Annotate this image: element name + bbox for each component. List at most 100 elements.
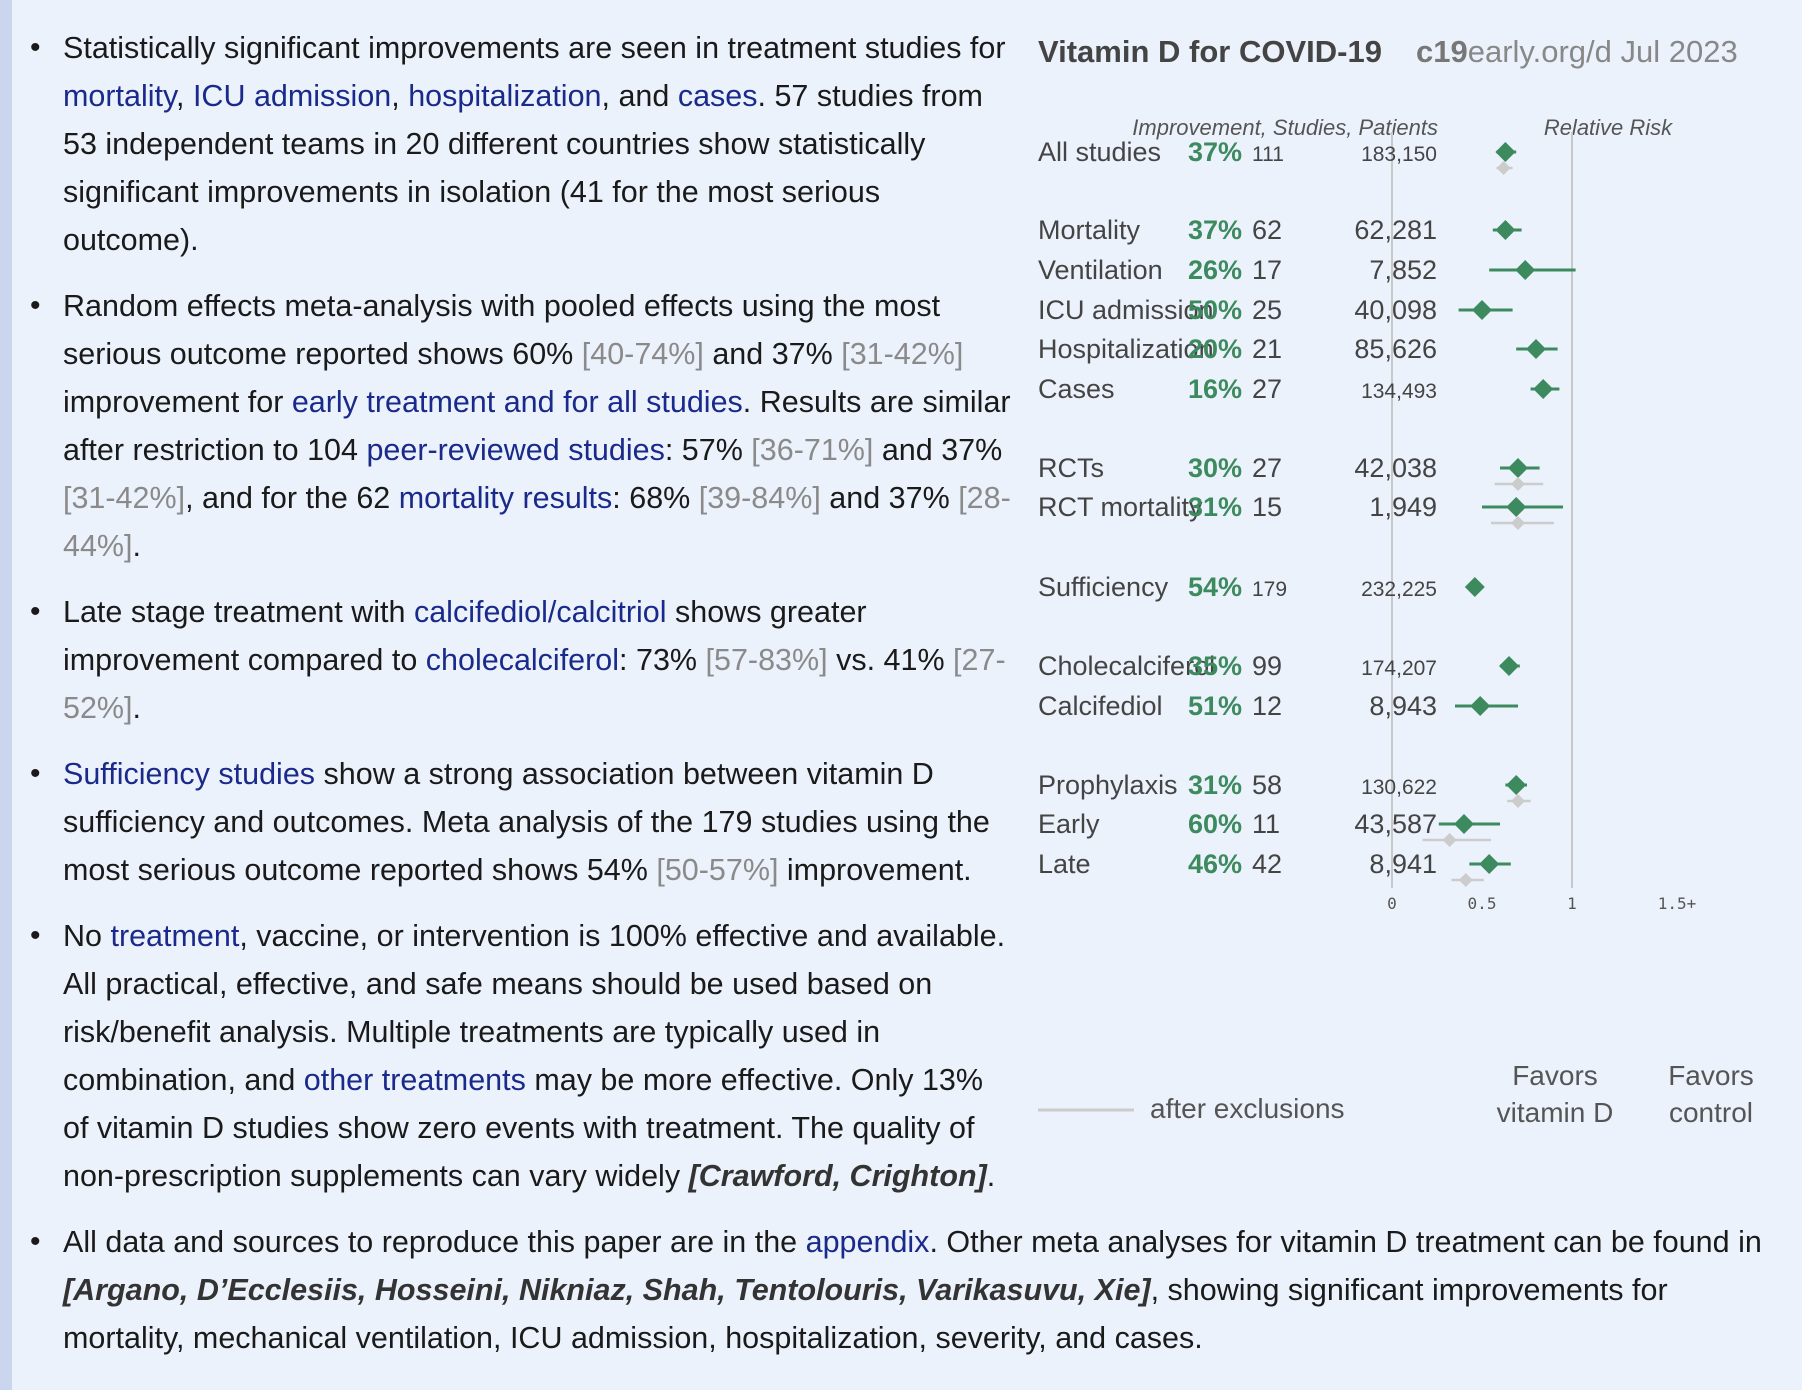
- text-link[interactable]: treatment: [110, 919, 240, 953]
- confidence-interval: [28-44%]: [63, 481, 1011, 563]
- row-label: Mortality: [1038, 215, 1141, 245]
- confidence-interval: [36-71%]: [751, 433, 874, 467]
- rr-diamond-after-exclusions: [1496, 161, 1511, 175]
- row-patients: 85,626: [1354, 334, 1437, 364]
- text-link[interactable]: Sufficiency studies: [63, 757, 316, 791]
- favors-control-line1: Favors: [1668, 1060, 1754, 1091]
- text-segment: vs. 41%: [827, 643, 954, 677]
- rr-diamond: [1464, 577, 1485, 597]
- row-patients: 62,281: [1354, 215, 1437, 245]
- text-link[interactable]: calcifediol/calcitriol: [413, 595, 667, 629]
- bullet-no-treatment-100-percent: No treatment, vaccine, or intervention i…: [30, 912, 1013, 1200]
- bullet-significant-improvements: Statistically significant improvements a…: [30, 24, 1013, 264]
- x-tick-label: 0: [1387, 894, 1397, 913]
- text-segment: : 68%: [612, 481, 699, 515]
- rr-diamond: [1508, 458, 1528, 478]
- row-studies: 62: [1252, 215, 1282, 245]
- text-segment: , vaccine, or intervention is 100% effec…: [63, 919, 1006, 1097]
- row-improvement: 31%: [1188, 770, 1242, 800]
- row-patients: 7,852: [1369, 255, 1437, 285]
- text-link[interactable]: early treatment and for all studies: [291, 385, 743, 419]
- rr-diamond-after-exclusions: [1511, 516, 1525, 530]
- confidence-interval: [31-42%]: [63, 481, 186, 515]
- forest-plot: Vitamin D for COVID-19 c19early.org/d Ju…: [1038, 34, 1754, 1128]
- rr-diamond-after-exclusions: [1442, 833, 1457, 847]
- rr-diamond: [1454, 814, 1474, 834]
- confidence-interval: [39-84%]: [698, 481, 821, 515]
- text-segment: and 37%: [820, 481, 959, 515]
- text-segment: : 57%: [664, 433, 752, 467]
- row-studies: 21: [1252, 334, 1282, 364]
- row-improvement: 51%: [1188, 691, 1242, 721]
- legend-after-exclusions: after exclusions: [1150, 1093, 1345, 1124]
- forest-row: RCTs 30% 27 42,038: [1038, 453, 1544, 491]
- forest-title: Vitamin D for COVID-19: [1038, 34, 1382, 69]
- favors-vitamin-d-line1: Favors: [1512, 1060, 1598, 1091]
- citation: [Argano, D’Ecclesiis, Hosseini, Nikniaz,…: [63, 1273, 1151, 1307]
- text-segment: . 57 studies from 53 independent teams i…: [63, 79, 983, 257]
- text-segment: Statistically significant improvements a…: [63, 31, 1006, 65]
- row-studies: 42: [1252, 849, 1282, 879]
- row-improvement: 37%: [1188, 215, 1242, 245]
- forest-axes: 0 0.5 1 1.5+: [1387, 132, 1696, 913]
- bullet-sufficiency-studies: Sufficiency studies show a strong associ…: [30, 750, 1013, 894]
- row-improvement: 50%: [1188, 295, 1242, 325]
- row-studies: 27: [1252, 453, 1282, 483]
- text-segment: , and: [601, 79, 678, 113]
- row-patients: 1,949: [1369, 492, 1437, 522]
- left-accent-bar: [0, 0, 12, 1390]
- row-studies: 58: [1252, 770, 1282, 800]
- confidence-interval: [57-83%]: [705, 643, 828, 677]
- row-improvement: 35%: [1188, 651, 1242, 681]
- text-segment: ,: [175, 79, 193, 113]
- text-segment: .: [986, 1159, 996, 1193]
- row-patients: 183,150: [1361, 143, 1437, 166]
- text-link[interactable]: cases: [677, 79, 758, 113]
- rr-diamond: [1472, 300, 1492, 320]
- row-label: ICU admission: [1038, 295, 1214, 325]
- text-link[interactable]: mortality results: [398, 481, 613, 515]
- rr-diamond: [1470, 696, 1491, 716]
- text-segment: .: [132, 691, 142, 725]
- text-link[interactable]: cholecalciferol: [425, 643, 620, 677]
- x-tick-label: 0.5: [1468, 894, 1497, 913]
- forest-row: Early 60% 11 43,587: [1038, 809, 1500, 847]
- text-link[interactable]: mortality: [63, 79, 176, 113]
- text-segment: and 37%: [703, 337, 842, 371]
- text-segment: show a strong association between vitami…: [63, 757, 990, 887]
- text-segment: improvement for: [63, 385, 292, 419]
- text-segment: Random effects meta-analysis with pooled…: [63, 289, 941, 371]
- row-studies: 25: [1252, 295, 1282, 325]
- row-patients: 8,941: [1369, 849, 1437, 879]
- confidence-interval: [27-52%]: [63, 643, 1006, 725]
- text-link[interactable]: hospitalization: [408, 79, 602, 113]
- x-tick-label: 1.5+: [1658, 894, 1697, 913]
- text-link[interactable]: peer-reviewed studies: [366, 433, 665, 467]
- row-improvement: 20%: [1188, 334, 1242, 364]
- text-segment: ,: [391, 79, 409, 113]
- text-link[interactable]: ICU admission: [192, 79, 392, 113]
- row-patients: 43,587: [1354, 809, 1437, 839]
- text-link[interactable]: other treatments: [303, 1063, 526, 1097]
- text-segment: No: [63, 919, 111, 953]
- rr-diamond: [1506, 775, 1527, 795]
- row-patients: 40,098: [1354, 295, 1437, 325]
- row-label: RCTs: [1038, 453, 1104, 483]
- text-link[interactable]: appendix: [805, 1225, 930, 1259]
- forest-row: Prophylaxis 31% 58 130,622: [1038, 770, 1531, 808]
- bullet-late-stage-treatment: Late stage treatment with calcifediol/ca…: [30, 588, 1013, 732]
- row-improvement: 16%: [1188, 374, 1242, 404]
- row-label: Late: [1038, 849, 1091, 879]
- row-improvement: 37%: [1188, 137, 1242, 167]
- text-segment: , showing significant improvements for m…: [63, 1273, 1668, 1355]
- forest-row: All studies 37% 111 183,150: [1038, 137, 1517, 175]
- rr-diamond-after-exclusions: [1458, 873, 1473, 887]
- column-header-stats: Improvement, Studies, Patients: [1132, 115, 1438, 140]
- row-improvement: 26%: [1188, 255, 1242, 285]
- confidence-interval: [40-74%]: [581, 337, 704, 371]
- rr-diamond: [1533, 379, 1554, 399]
- text-segment: , and for the 62: [185, 481, 399, 515]
- confidence-interval: [31-42%]: [841, 337, 964, 371]
- row-improvement: 46%: [1188, 849, 1242, 879]
